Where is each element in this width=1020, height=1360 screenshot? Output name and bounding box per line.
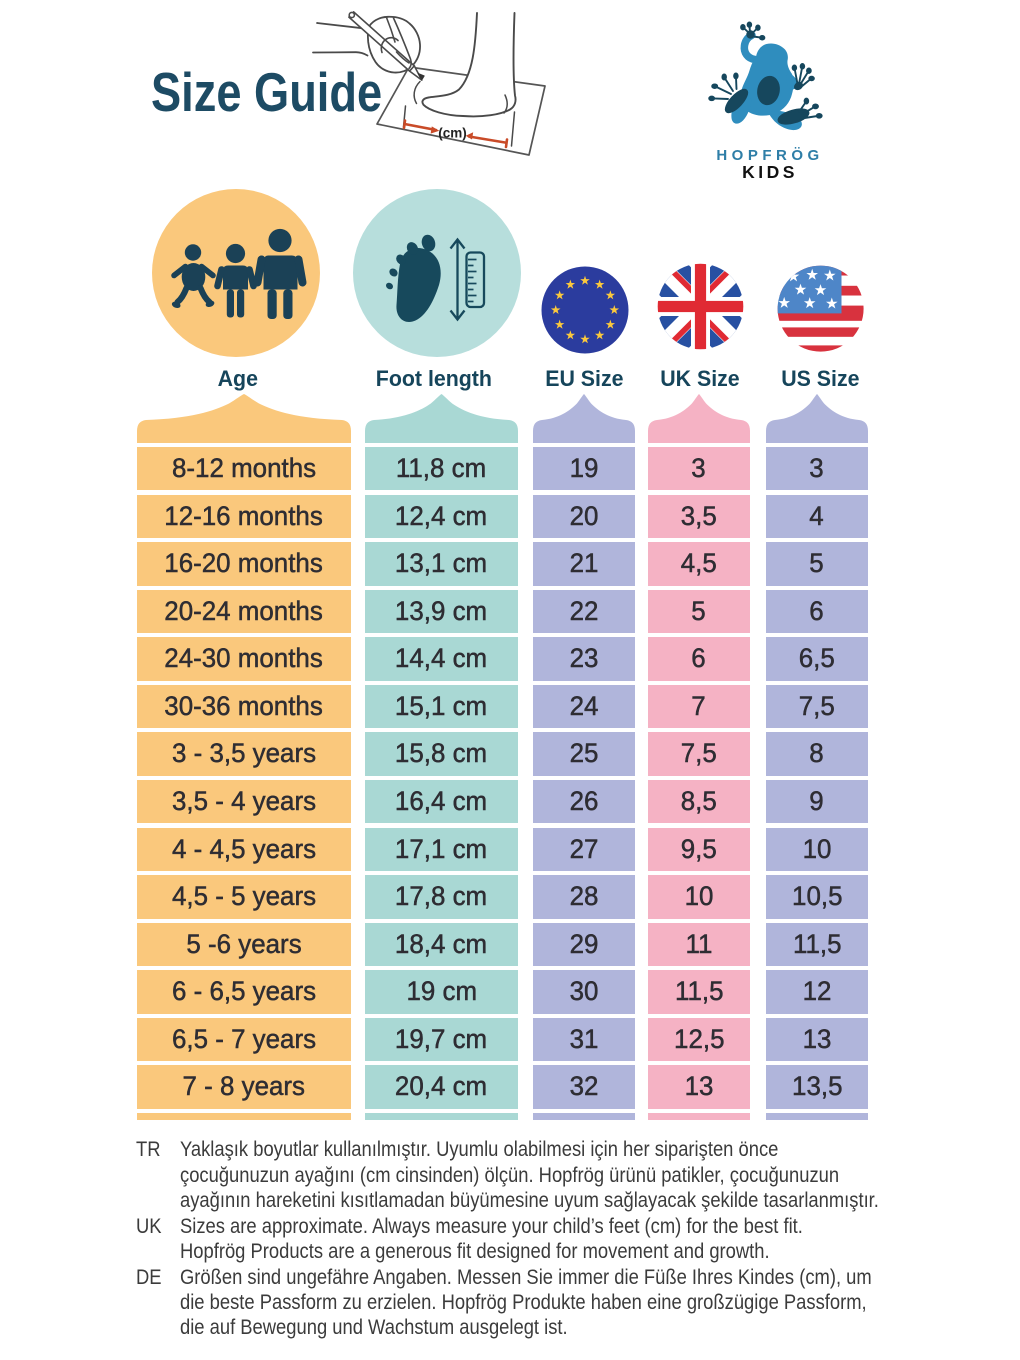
svg-text:(cm): (cm) [438,126,467,141]
